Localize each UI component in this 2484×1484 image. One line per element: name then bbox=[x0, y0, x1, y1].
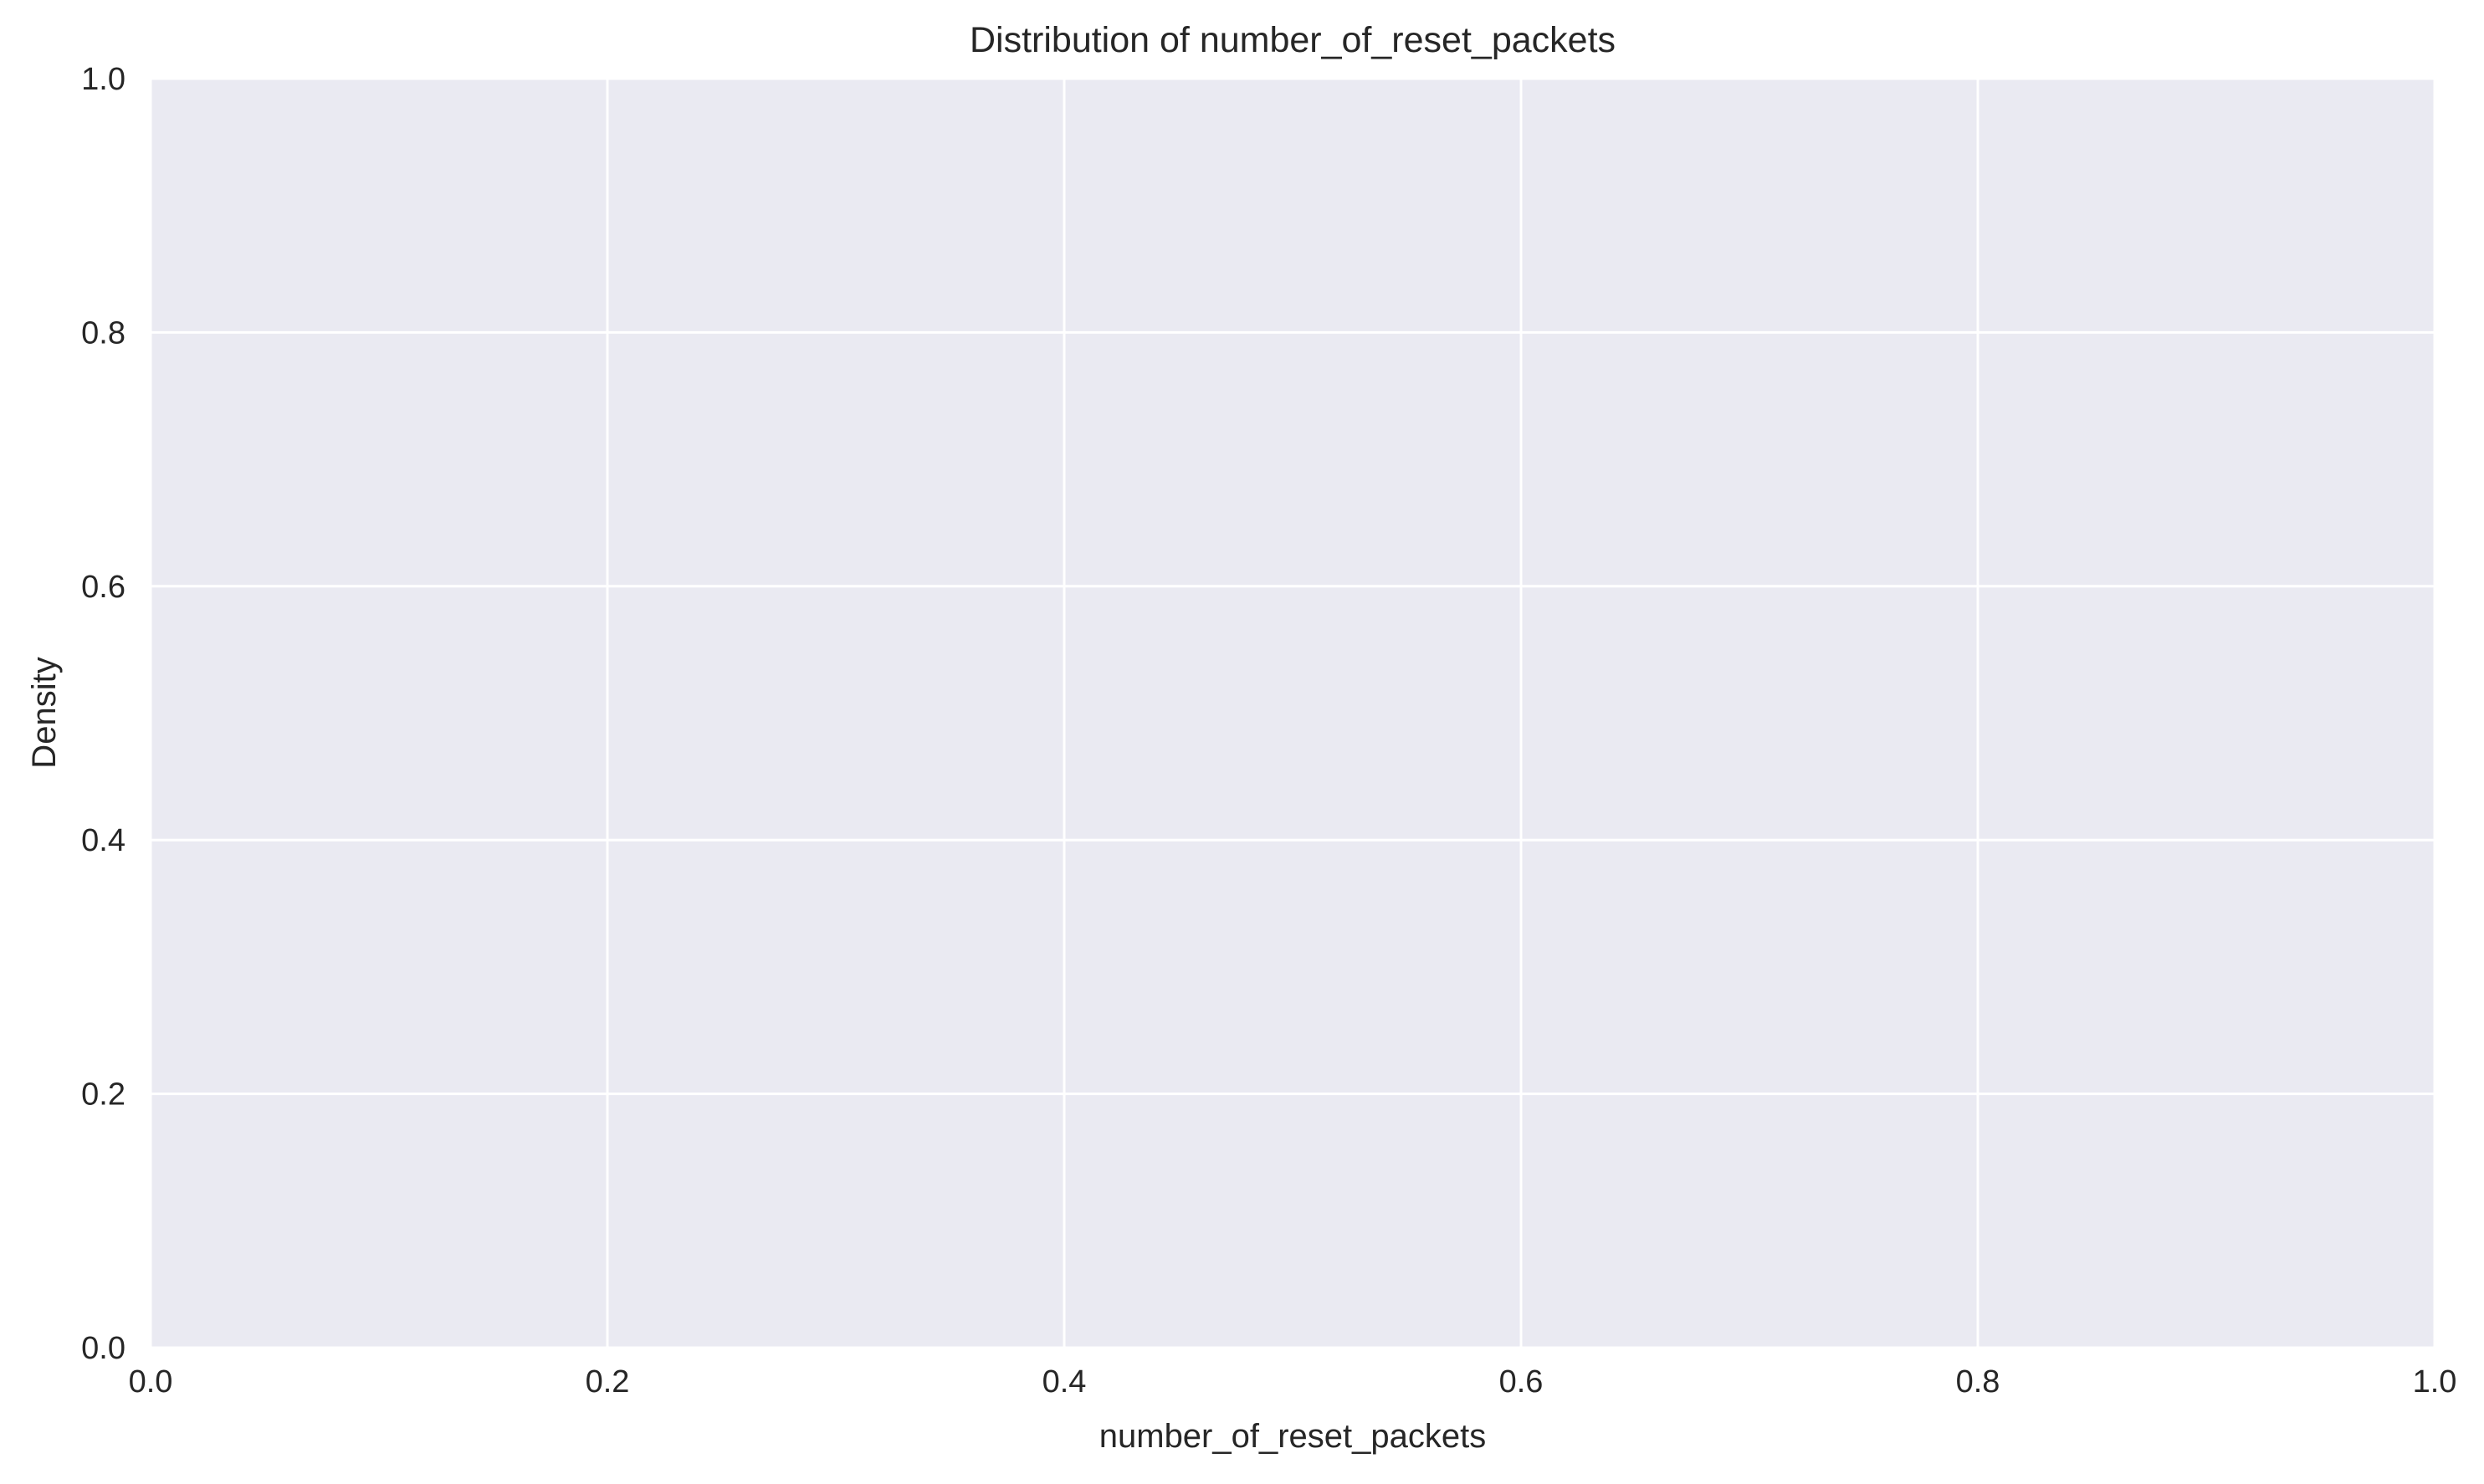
x-tick-label: 0.8 bbox=[1956, 1364, 2000, 1400]
y-gridlines bbox=[151, 77, 2435, 1349]
x-tick-label: 0.0 bbox=[129, 1364, 173, 1400]
x-tick-label: 0.2 bbox=[586, 1364, 630, 1400]
x-axis-label: number_of_reset_packets bbox=[1099, 1418, 1487, 1455]
y-tick-label: 0.2 bbox=[81, 1077, 125, 1113]
y-tick-label: 0.0 bbox=[81, 1331, 125, 1366]
plot-area bbox=[151, 79, 2435, 1348]
y-axis-label: Density bbox=[26, 657, 63, 768]
x-tick-label: 0.4 bbox=[1042, 1364, 1087, 1400]
y-tick-labels: 0.0 0.2 0.4 0.6 0.8 1.0 bbox=[81, 62, 125, 1366]
x-tick-label: 1.0 bbox=[2413, 1364, 2457, 1400]
x-tick-labels: 0.0 0.2 0.4 0.6 0.8 1.0 bbox=[129, 1364, 2457, 1400]
y-tick-label: 0.4 bbox=[81, 823, 125, 858]
x-tick-label: 0.6 bbox=[1499, 1364, 1544, 1400]
y-tick-label: 0.6 bbox=[81, 570, 125, 605]
y-tick-label: 1.0 bbox=[81, 62, 125, 97]
chart-title: Distribution of number_of_reset_packets bbox=[970, 20, 1616, 60]
y-tick-label: 0.8 bbox=[81, 315, 125, 351]
x-gridlines bbox=[149, 79, 2436, 1348]
